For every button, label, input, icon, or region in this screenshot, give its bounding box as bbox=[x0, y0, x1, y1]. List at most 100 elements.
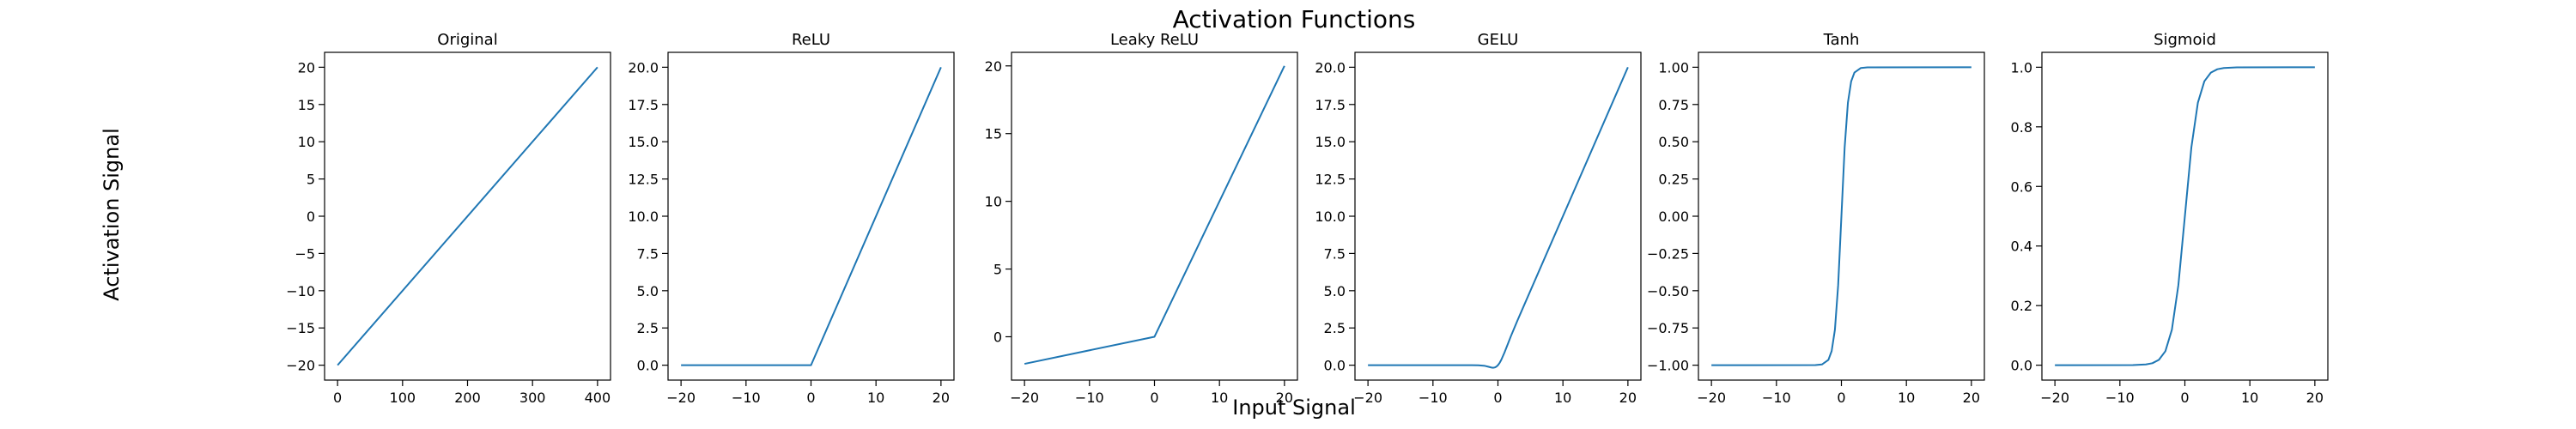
y-tick-label: 0.25 bbox=[1658, 172, 1689, 188]
y-tick-label: −5 bbox=[295, 245, 315, 262]
x-tick-label: −10 bbox=[1419, 390, 1448, 406]
figure-y-label: Activation Signal bbox=[100, 128, 124, 301]
x-tick-label: 400 bbox=[585, 390, 611, 406]
x-tick-label: 0 bbox=[1837, 390, 1845, 406]
x-tick-label: −20 bbox=[1353, 390, 1382, 406]
x-tick-label: −10 bbox=[1075, 390, 1104, 406]
y-tick-label: 15.0 bbox=[628, 134, 659, 150]
subplot-title: Original bbox=[437, 31, 497, 49]
subplot-leaky-relu: Leaky ReLU −20 −10 0 10 20 0 5 10 15 20 bbox=[985, 31, 1298, 406]
y-tick-label: 5 bbox=[307, 172, 315, 188]
subplot-title: Leaky ReLU bbox=[1110, 31, 1199, 49]
y-tick-label: 17.5 bbox=[1315, 97, 1346, 113]
x-tick-label: 10 bbox=[1211, 390, 1228, 406]
subplot-title: ReLU bbox=[792, 31, 830, 49]
y-tick-label: 0.0 bbox=[2011, 358, 2032, 374]
y-tick-label: 1.00 bbox=[1658, 59, 1689, 76]
x-tick-label: 200 bbox=[454, 390, 481, 406]
y-tick-label: −0.50 bbox=[1647, 283, 1689, 299]
x-tick-label: −10 bbox=[732, 390, 761, 406]
y-tick-label: 0.8 bbox=[2011, 119, 2032, 136]
x-tick-label: −10 bbox=[1762, 390, 1791, 406]
y-tick-label: −15 bbox=[286, 320, 315, 336]
series-line bbox=[681, 66, 942, 366]
y-tick-label: 17.5 bbox=[628, 97, 659, 113]
x-tick-label: 0 bbox=[1493, 390, 1502, 406]
x-tick-label: 0 bbox=[333, 390, 342, 406]
x-tick-label: −20 bbox=[1010, 390, 1039, 406]
subplot-original: Original 0 100 200 300 400 −20 −15 −10 −5 0 5 10 15 20 bbox=[286, 31, 611, 406]
y-tick-label: 7.5 bbox=[1324, 245, 1346, 262]
y-tick-label: 0.4 bbox=[2011, 239, 2032, 255]
y-tick-label: 5.0 bbox=[637, 283, 659, 299]
series-line bbox=[2055, 66, 2315, 366]
x-tick-label: 10 bbox=[1554, 390, 1571, 406]
y-tick-label: 20.0 bbox=[1315, 59, 1346, 76]
series-line bbox=[1368, 66, 1629, 369]
y-tick-label: 0.00 bbox=[1658, 208, 1689, 225]
y-tick-label: 15 bbox=[985, 126, 1002, 142]
axes-frame bbox=[2041, 51, 2329, 381]
y-tick-label: 12.5 bbox=[628, 172, 659, 188]
y-tick-label: −10 bbox=[286, 283, 315, 299]
series-line bbox=[337, 66, 598, 366]
y-tick-label: 20.0 bbox=[628, 59, 659, 76]
subplot-title: Tanh bbox=[1823, 31, 1860, 49]
x-tick-label: 0 bbox=[806, 390, 815, 406]
y-tick-label: −1.00 bbox=[1647, 358, 1689, 374]
x-tick-label: 0 bbox=[1150, 390, 1158, 406]
figure-title: Activation Functions bbox=[1173, 5, 1416, 33]
axes-frame bbox=[1011, 51, 1298, 381]
axes-frame bbox=[667, 51, 955, 381]
y-tick-label: 15.0 bbox=[1315, 134, 1346, 150]
x-tick-label: 20 bbox=[1619, 390, 1637, 406]
x-tick-label: 0 bbox=[2180, 390, 2189, 406]
axes-frame bbox=[1698, 51, 1985, 381]
subplot-title: Sigmoid bbox=[2154, 31, 2216, 49]
y-tick-label: 5 bbox=[993, 262, 1002, 278]
y-tick-label: 2.5 bbox=[1324, 320, 1346, 336]
x-tick-label: 300 bbox=[519, 390, 546, 406]
x-tick-label: 20 bbox=[2306, 390, 2324, 406]
x-tick-label: 20 bbox=[933, 390, 950, 406]
y-tick-label: 0.0 bbox=[637, 358, 659, 374]
subplot-relu: ReLU −20 −10 0 10 20 0.0 2.5 5.0 7.5 10.0 12.5 15.0 1… bbox=[628, 31, 955, 406]
y-tick-label: 7.5 bbox=[637, 245, 659, 262]
y-tick-label: 0.0 bbox=[1324, 358, 1346, 374]
y-tick-label: 0 bbox=[307, 208, 315, 225]
y-tick-label: 0 bbox=[993, 329, 1002, 345]
x-tick-label: −20 bbox=[2040, 390, 2069, 406]
y-tick-label: −0.25 bbox=[1647, 245, 1689, 262]
x-tick-label: 10 bbox=[2241, 390, 2258, 406]
y-tick-label: 20 bbox=[985, 58, 1002, 75]
subplot-title: GELU bbox=[1478, 31, 1519, 49]
figure-x-label: Input Signal bbox=[1232, 396, 1356, 420]
y-tick-label: 2.5 bbox=[637, 320, 659, 336]
subplot-tanh: Tanh −20 −10 0 10 20 −1.00 −0.75 −0.50 −0.25 0.00 0… bbox=[1647, 31, 1985, 406]
x-tick-label: 20 bbox=[1276, 390, 1293, 406]
y-tick-label: 10 bbox=[985, 194, 1002, 210]
y-tick-label: 10.0 bbox=[628, 208, 659, 225]
y-tick-label: 10.0 bbox=[1315, 208, 1346, 225]
y-tick-label: 12.5 bbox=[1315, 172, 1346, 188]
axes-frame bbox=[324, 51, 611, 381]
y-tick-label: 0.2 bbox=[2011, 298, 2032, 314]
y-tick-label: 0.6 bbox=[2011, 178, 2032, 195]
x-tick-label: −10 bbox=[2105, 390, 2135, 406]
y-tick-label: 15 bbox=[298, 97, 315, 113]
x-tick-label: −20 bbox=[1697, 390, 1726, 406]
subplot-gelu: GELU −20 −10 0 10 20 0.0 2.5 5.0 7.5 10.0 12.5 15.0 1… bbox=[1315, 31, 1642, 406]
y-tick-label: 10 bbox=[298, 134, 315, 150]
y-tick-label: 0.50 bbox=[1658, 134, 1689, 150]
y-tick-label: 5.0 bbox=[1324, 283, 1346, 299]
axes-frame bbox=[1354, 51, 1642, 381]
x-tick-label: 10 bbox=[867, 390, 884, 406]
subplot-sigmoid: Sigmoid −20 −10 0 10 20 0.0 0.2 0.4 0.6 0.8 1.0 bbox=[2011, 31, 2329, 406]
x-tick-label: 20 bbox=[1963, 390, 1980, 406]
y-tick-label: 20 bbox=[298, 59, 315, 76]
x-tick-label: −20 bbox=[666, 390, 696, 406]
series-line bbox=[1711, 66, 1971, 366]
y-tick-label: −20 bbox=[286, 358, 315, 374]
